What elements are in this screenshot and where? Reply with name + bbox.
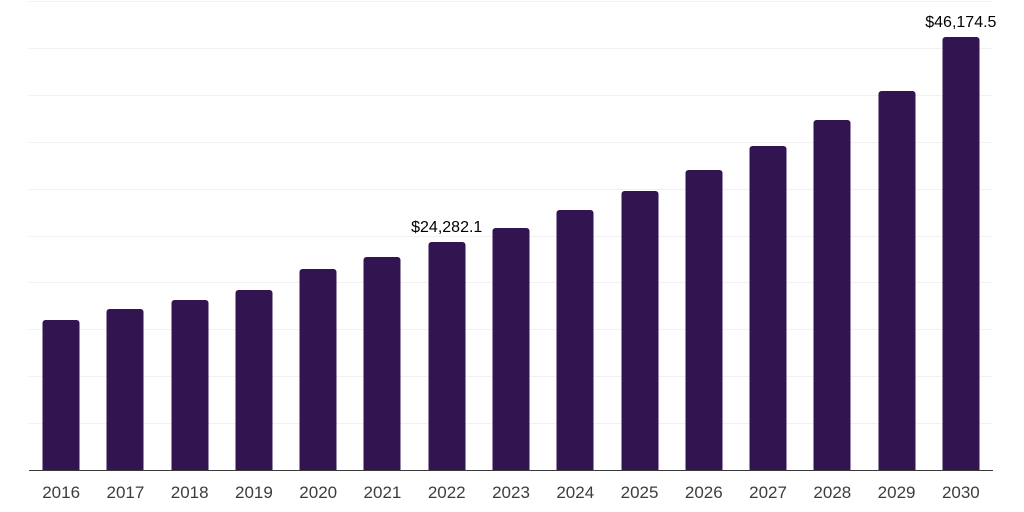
bar-2029 <box>878 90 916 470</box>
bar-slot-2016 <box>29 1 93 470</box>
x-axis-line <box>29 469 993 472</box>
bar-slot-2028 <box>800 1 864 470</box>
bar-slot-2025 <box>607 1 671 470</box>
x-tick-2016: 2016 <box>42 483 81 502</box>
bar-2018 <box>171 299 209 470</box>
bar-slot-2023 <box>479 1 543 470</box>
x-tick-2025: 2025 <box>620 483 659 502</box>
x-tick-2027: 2027 <box>749 483 787 502</box>
bar-slot-2019 <box>222 1 286 470</box>
x-tick-2021: 2021 <box>363 483 402 502</box>
bar-2023 <box>492 228 530 470</box>
x-tick-2030: 2030 <box>941 483 980 502</box>
bar-2025 <box>621 190 659 470</box>
gridline <box>29 47 993 49</box>
bar-slot-2024 <box>543 1 607 470</box>
bar-slot-2030: $46,174.5 <box>925 1 996 470</box>
x-tick-2018: 2018 <box>170 483 209 502</box>
plot-area: $24,282.1 $46,174.5 <box>29 1 996 470</box>
x-tick-2017: 2017 <box>106 483 145 502</box>
x-tick-2029: 2029 <box>877 483 916 502</box>
bar-value-label-2022: $24,282.1 <box>411 219 483 237</box>
x-tick-2028: 2028 <box>813 483 852 502</box>
gridline <box>29 94 993 96</box>
x-tick-2019: 2019 <box>235 483 273 502</box>
bar-2028 <box>813 120 851 470</box>
bar-slot-2020 <box>286 1 350 470</box>
gridline <box>29 1 993 2</box>
x-tick-2022: 2022 <box>427 483 466 502</box>
x-tick-2024: 2024 <box>556 483 595 502</box>
bar-slot-2017 <box>93 1 157 470</box>
bar-slot-2021 <box>350 1 414 470</box>
bar-2030 <box>942 36 980 470</box>
bar-2024 <box>556 210 594 470</box>
bar-2021 <box>363 256 401 470</box>
gridline <box>29 188 993 190</box>
bar-value-label-2030: $46,174.5 <box>925 13 997 31</box>
bar-slot-2027 <box>736 1 800 470</box>
bar-2026 <box>685 170 723 470</box>
bar-2022 <box>428 242 466 470</box>
gridline <box>29 141 993 143</box>
bar-2019 <box>235 290 273 470</box>
bar-slot-2029 <box>864 1 928 470</box>
x-tick-2020: 2020 <box>299 483 338 502</box>
bar-2020 <box>299 268 337 470</box>
bar-2016 <box>42 319 80 470</box>
bar-slot-2018 <box>158 1 222 470</box>
bar-2017 <box>106 308 144 470</box>
bar-slot-2022: $24,282.1 <box>411 1 482 470</box>
bar-2027 <box>749 145 787 470</box>
x-tick-2023: 2023 <box>492 483 530 502</box>
x-tick-2026: 2026 <box>684 483 723 502</box>
bar-slot-2026 <box>672 1 736 470</box>
x-axis-labels: 2016 2017 2018 2019 2020 2021 2022 2023 2024 2025… <box>29 483 993 505</box>
